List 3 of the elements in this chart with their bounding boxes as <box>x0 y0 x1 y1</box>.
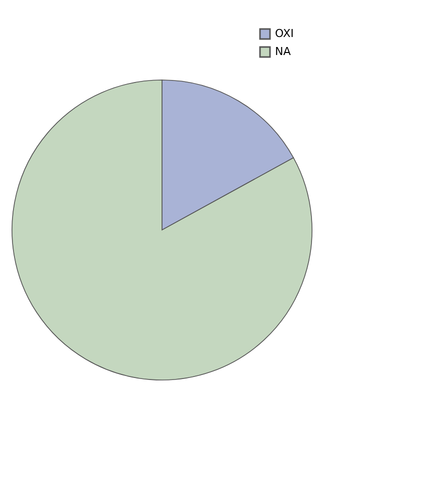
pie-slice <box>12 80 312 380</box>
legend-label: NA <box>275 45 292 58</box>
legend-label: OXI <box>275 27 294 40</box>
